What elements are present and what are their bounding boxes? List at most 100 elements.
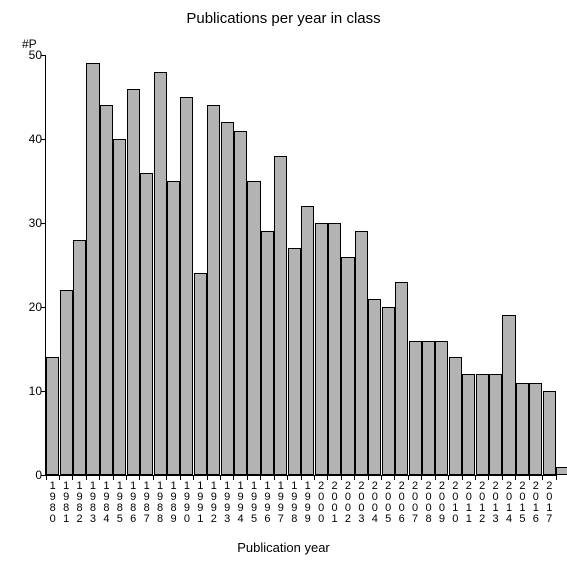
x-tick-mark [233,475,234,480]
bar [194,273,207,475]
x-tick-label: 2 0 1 0 [450,481,460,525]
x-tick-mark [46,475,47,480]
x-tick-mark [287,475,288,480]
x-tick-mark [72,475,73,480]
x-tick-mark [421,475,422,480]
x-tick-mark [502,475,503,480]
bar [261,231,274,475]
bar [529,383,542,475]
x-tick-mark [301,475,302,480]
x-tick-mark [247,475,248,480]
x-tick-mark [260,475,261,480]
y-tick-label: 40 [18,132,42,146]
y-tick-label: 10 [18,384,42,398]
x-tick-label: 1 9 8 6 [128,481,138,525]
bar [556,467,567,475]
bar [435,341,448,475]
x-tick-label: 1 9 8 4 [101,481,111,525]
x-tick-label: 2 0 1 3 [491,481,501,525]
x-tick-label: 2 0 0 2 [343,481,353,525]
x-tick-mark [220,475,221,480]
bar [73,240,86,475]
x-tick-mark [394,475,395,480]
x-tick-mark [139,475,140,480]
x-tick-mark [542,475,543,480]
x-tick-label: 1 9 8 2 [75,481,85,525]
bar [234,131,247,475]
bar [60,290,73,475]
x-tick-label: 1 9 8 5 [115,481,125,525]
bar [502,315,515,475]
x-tick-label: 2 0 0 5 [383,481,393,525]
x-tick-mark [314,475,315,480]
bar [288,248,301,475]
x-tick-label: 2 0 0 6 [397,481,407,525]
bar [140,173,153,475]
bar [301,206,314,475]
x-tick-label: 2 0 0 9 [437,481,447,525]
y-tick-label: 50 [18,48,42,62]
bar [127,89,140,475]
x-tick-mark [556,475,557,480]
bar [207,105,220,475]
bar [462,374,475,475]
bar [449,357,462,475]
bar [274,156,287,475]
x-tick-mark [86,475,87,480]
x-tick-mark [368,475,369,480]
x-tick-label: 2 0 1 7 [544,481,554,525]
x-tick-mark [207,475,208,480]
x-tick-mark [448,475,449,480]
x-tick-label: 1 9 9 8 [289,481,299,525]
x-tick-mark [99,475,100,480]
bar [341,257,354,475]
x-tick-label: 1 9 8 3 [88,481,98,525]
x-tick-label: 1 9 8 0 [48,481,58,525]
chart-title: Publications per year in class [0,10,567,27]
bar [395,282,408,475]
x-tick-mark [462,475,463,480]
x-tick-label: 1 9 9 5 [249,481,259,525]
bar [167,181,180,475]
bar [86,63,99,475]
x-tick-mark [274,475,275,480]
x-tick-mark [354,475,355,480]
x-tick-mark [515,475,516,480]
bar [46,357,59,475]
plot-area: 010203040501 9 8 01 9 8 11 9 8 21 9 8 31… [45,55,556,476]
x-axis-label: Publication year [0,540,567,555]
x-tick-mark [381,475,382,480]
x-tick-mark [126,475,127,480]
x-tick-mark [153,475,154,480]
x-tick-label: 2 0 0 7 [410,481,420,525]
x-tick-label: 1 9 9 3 [222,481,232,525]
x-tick-mark [193,475,194,480]
bar [315,223,328,475]
x-tick-label: 2 0 1 4 [504,481,514,525]
bar [328,223,341,475]
x-tick-label: 2 0 0 8 [424,481,434,525]
chart-container: Publications per year in class #P 010203… [0,0,567,567]
bar [355,231,368,475]
x-tick-mark [327,475,328,480]
x-tick-mark [529,475,530,480]
x-tick-mark [59,475,60,480]
bar [409,341,422,475]
x-tick-mark [435,475,436,480]
bar [113,139,126,475]
x-tick-mark [180,475,181,480]
x-tick-label: 1 9 8 7 [142,481,152,525]
x-tick-label: 2 0 1 5 [517,481,527,525]
x-tick-label: 2 0 0 4 [370,481,380,525]
x-tick-label: 1 9 9 4 [236,481,246,525]
x-tick-label: 2 0 0 3 [356,481,366,525]
y-tick-label: 30 [18,216,42,230]
x-tick-mark [408,475,409,480]
x-tick-mark [341,475,342,480]
x-tick-mark [475,475,476,480]
x-tick-label: 1 9 9 2 [209,481,219,525]
x-tick-label: 1 9 9 7 [276,481,286,525]
y-tick-label: 20 [18,300,42,314]
x-tick-label: 1 9 9 0 [182,481,192,525]
bar [154,72,167,475]
